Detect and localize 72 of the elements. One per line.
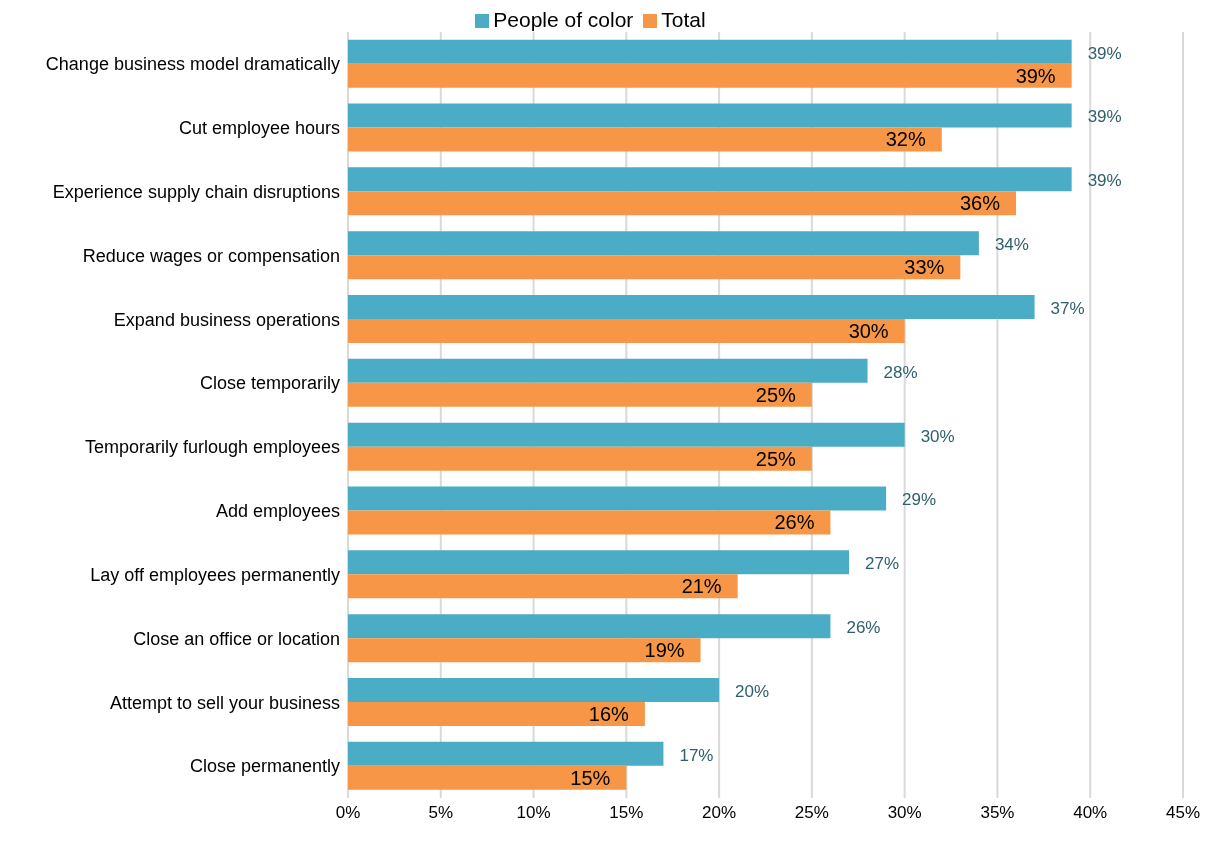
bar xyxy=(348,167,1072,192)
data-label: 25% xyxy=(755,383,797,406)
bar xyxy=(348,358,868,383)
bar xyxy=(348,550,849,575)
x-tick-label: 20% xyxy=(702,803,737,823)
bar xyxy=(348,677,720,702)
x-tick-label: 0% xyxy=(335,803,361,823)
bar xyxy=(348,614,831,639)
data-label: 36% xyxy=(959,192,1001,215)
data-label: 25% xyxy=(755,447,797,470)
bar xyxy=(348,701,645,726)
bar xyxy=(348,486,887,511)
y-tick-label: Cut employee hours xyxy=(178,118,340,139)
data-label: 33% xyxy=(904,256,945,279)
bar xyxy=(348,318,905,343)
x-tick-label: 15% xyxy=(609,803,644,823)
bar xyxy=(348,231,979,256)
data-label: 39% xyxy=(1015,64,1056,87)
data-label: 39% xyxy=(1087,43,1122,63)
y-tick-label: Close temporarily xyxy=(199,373,340,394)
x-tick-label: 5% xyxy=(428,803,454,823)
legend-label: People of color xyxy=(493,8,634,31)
bar xyxy=(348,765,627,790)
data-label: 16% xyxy=(588,702,630,725)
y-tick-label: Add employees xyxy=(215,501,340,522)
data-label: 39% xyxy=(1087,107,1122,127)
data-label: 30% xyxy=(848,319,889,342)
y-tick-label: Change business model dramatically xyxy=(45,54,340,75)
x-tick-label: 10% xyxy=(516,803,551,823)
bar xyxy=(348,191,1016,216)
data-label: 20% xyxy=(735,681,770,701)
bar xyxy=(348,103,1072,128)
data-label: 26% xyxy=(774,511,815,534)
y-tick-label: Attempt to sell your business xyxy=(109,692,340,713)
data-label: 39% xyxy=(1087,171,1122,191)
data-label: 37% xyxy=(1050,298,1085,318)
y-tick-label: Expand business operations xyxy=(113,309,340,330)
bar xyxy=(348,638,701,663)
y-tick-label: Reduce wages or compensation xyxy=(82,245,340,266)
bar xyxy=(348,39,1072,64)
data-label: 26% xyxy=(846,618,881,638)
bar xyxy=(348,127,942,152)
y-tick-label: Close an office or location xyxy=(133,628,340,649)
bar xyxy=(348,63,1072,88)
bar xyxy=(348,510,831,535)
bar xyxy=(348,741,664,766)
y-tick-label: Close permanently xyxy=(189,756,340,777)
x-tick-label: 35% xyxy=(980,803,1015,823)
x-tick-label: 40% xyxy=(1073,803,1108,823)
bar xyxy=(348,294,1035,319)
data-label: 30% xyxy=(920,426,955,446)
bar xyxy=(348,382,812,407)
data-label: 17% xyxy=(679,745,714,765)
bar xyxy=(348,255,961,280)
y-tick-label: Temporarily furlough employees xyxy=(84,437,340,458)
x-tick-label: 45% xyxy=(1165,803,1201,823)
data-label: 29% xyxy=(902,490,937,510)
data-label: 28% xyxy=(883,362,918,382)
x-tick-label: 25% xyxy=(794,803,829,823)
data-label: 15% xyxy=(570,766,611,789)
bar xyxy=(348,574,738,599)
bar xyxy=(348,446,812,471)
data-label: 21% xyxy=(681,575,722,598)
data-label: 34% xyxy=(994,235,1029,255)
x-tick-label: 30% xyxy=(887,803,922,823)
legend-label: Total xyxy=(661,8,706,31)
y-tick-label: Lay off employees permanently xyxy=(90,564,340,585)
data-label: 19% xyxy=(644,639,685,662)
data-label: 32% xyxy=(885,128,926,151)
data-label: 27% xyxy=(865,554,900,574)
bar xyxy=(348,422,905,447)
y-tick-label: Experience supply chain disruptions xyxy=(52,181,340,202)
